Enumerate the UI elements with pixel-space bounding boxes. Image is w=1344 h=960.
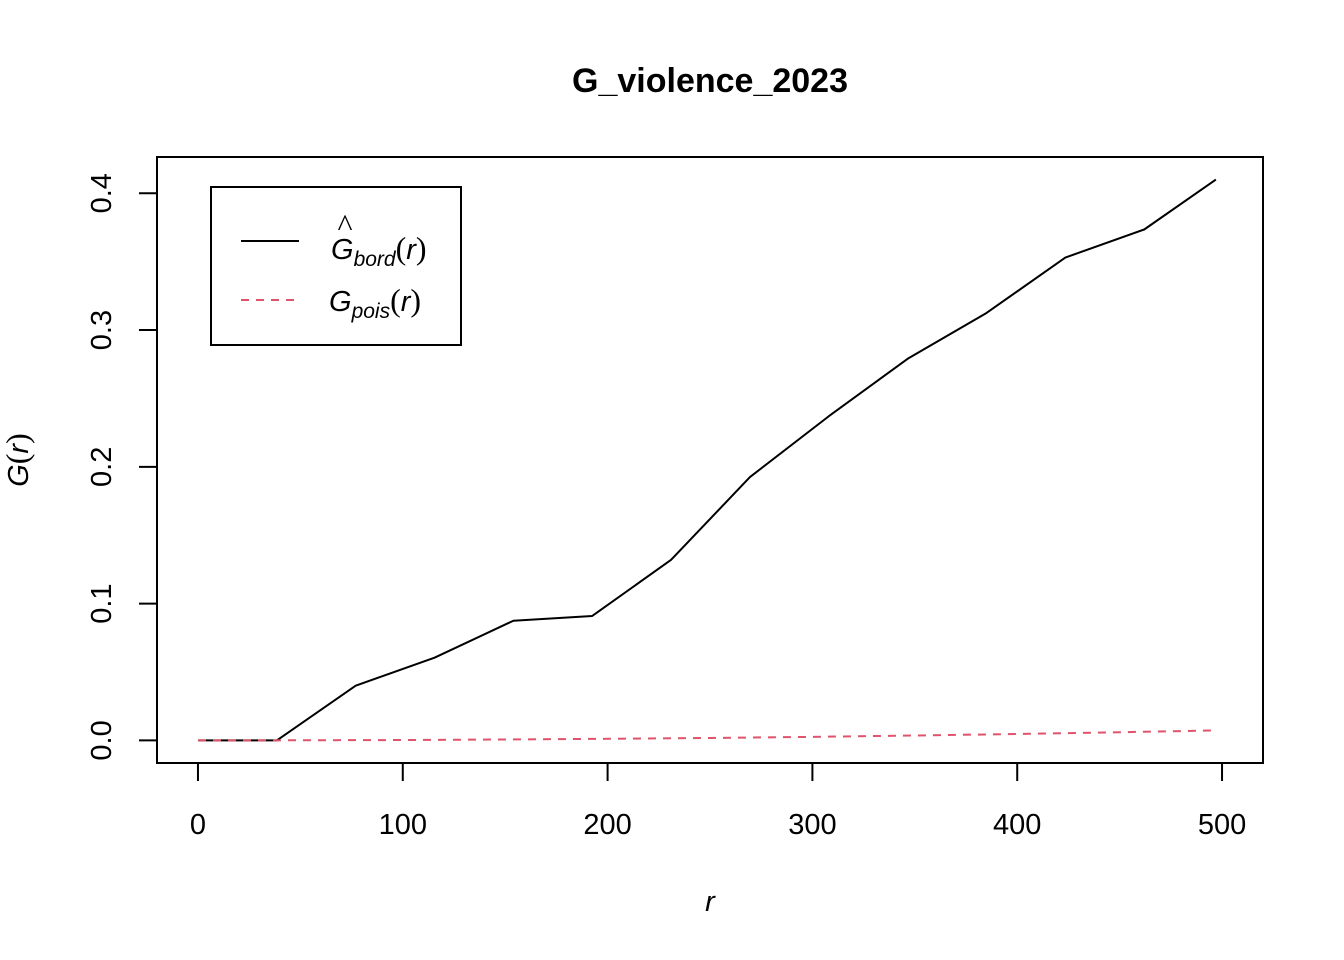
x-tick-label-0: 0: [190, 809, 206, 841]
series-line-pois: [197, 729, 1216, 742]
legend-label-bord: Gbord(r): [331, 230, 427, 271]
legend-label-pois-r: r: [401, 286, 412, 318]
y-tick-label-1: 0.1: [86, 583, 118, 623]
x-tick-label-5: 500: [1198, 809, 1246, 841]
x-tick-label-1: 100: [379, 809, 427, 841]
series-line-bord: [197, 178, 1217, 742]
y-axis-label-close-paren: ): [0, 433, 35, 444]
legend-label-pois-close-paren: ): [410, 282, 421, 318]
legend-label-pois-sub: pois: [351, 300, 391, 323]
legend-label-bord-sub: bord: [354, 248, 397, 271]
y-axis-label-open-paren: (: [0, 454, 35, 465]
x-axis: 0 100 200 300 400 500: [190, 762, 1246, 841]
x-tick-label-2: 200: [583, 809, 631, 841]
legend-hat-bord: ^: [337, 207, 352, 243]
x-tick-label-4: 400: [993, 809, 1041, 841]
y-axis-label: G(r): [0, 433, 35, 487]
svg-text:G(r): G(r): [0, 433, 35, 487]
legend-label-pois-open-paren: (: [390, 282, 401, 318]
x-tick-label-3: 300: [788, 809, 836, 841]
legend-label-bord-main: G: [331, 234, 354, 266]
y-axis-label-r: r: [3, 443, 35, 454]
legend-label-bord-open-paren: (: [396, 230, 407, 266]
y-tick-label-3: 0.3: [86, 310, 118, 350]
chart-title: G_violence_2023: [572, 62, 848, 100]
y-axis: 0.0 0.1 0.2 0.3 0.4: [86, 173, 158, 761]
legend-box: [210, 186, 462, 346]
legend-label-bord-close-paren: ): [416, 230, 427, 266]
y-tick-label-2: 0.2: [86, 447, 118, 487]
y-axis-label-g: G: [3, 464, 35, 487]
legend: ^ Gbord(r) Gpois(r): [210, 186, 462, 346]
y-tick-label-4: 0.4: [86, 173, 118, 213]
legend-label-pois-main: G: [329, 286, 352, 318]
legend-label-bord-r: r: [406, 234, 417, 266]
x-axis-label: r: [705, 886, 716, 918]
y-tick-label-0: 0.0: [86, 720, 118, 760]
legend-label-pois: Gpois(r): [329, 282, 421, 323]
series-lines: [197, 178, 1217, 742]
